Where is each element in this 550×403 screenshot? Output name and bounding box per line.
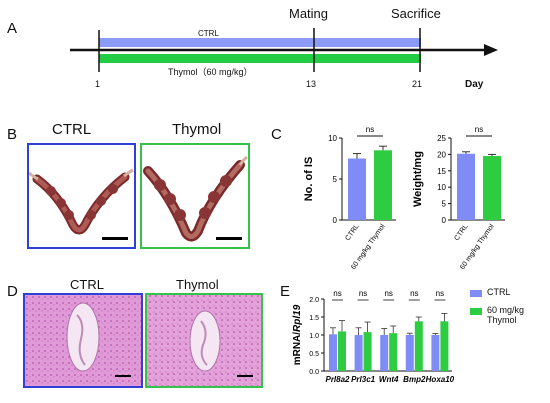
chart-e-bar (354, 335, 363, 371)
chart-c2-bar (457, 153, 475, 220)
chart-c2-significance-label: ns (475, 125, 483, 134)
chart-e-significance-label: ns (410, 289, 418, 298)
chart-e-significance-label: ns (333, 289, 341, 298)
chart-e-significance-label: ns (384, 289, 392, 298)
panel-d-ctrl-title: CTRL (70, 277, 104, 292)
thymol-uterus-photo (140, 143, 250, 249)
thymol-histology-image (145, 293, 263, 388)
chart-e-y-tick-label: 2.0 (309, 297, 319, 304)
chart-c1-y-label: No. of IS (303, 157, 315, 202)
thymol-treatment-bar (99, 54, 421, 63)
uterus-image (29, 168, 134, 240)
panel-d-thymol-title: Thymol (176, 277, 219, 292)
chart-c1-category-label: CTRL (344, 223, 360, 242)
chart-c2-bar (483, 156, 501, 220)
chart-e-y-tick-label: 0.0 (309, 369, 319, 376)
chart-e-mrna: 0.0 0.5 1.0 1.5 2.0 mRNA/Rpl19 ns Prl8a2 ns Prl3c… (292, 289, 455, 384)
tick-day-1: 1 (95, 79, 101, 89)
chart-c2-y-tick-label: 0 (442, 216, 447, 225)
chart-e-bar (405, 335, 414, 371)
legend-thymol-label: 60 mg/kg Thymol (487, 305, 525, 325)
chart-e-category-label: Bmp2 (403, 375, 426, 384)
chart-e-category-label: Prl3c1 (351, 375, 376, 384)
ctrl-bar-label: CTRL (198, 29, 219, 38)
chart-e-bar (338, 331, 346, 371)
panel-b-thymol-title: Thymol (172, 121, 222, 138)
panel-b-label: B (7, 126, 18, 143)
histology-section (147, 295, 261, 386)
chart-c1-bar (374, 150, 392, 220)
panel-a-label: A (7, 20, 18, 37)
chart-c1-y-tick-label: 10 (328, 134, 337, 143)
axis-unit-day: Day (465, 79, 484, 90)
chart-e-y-tick-label: 1.0 (309, 333, 319, 340)
chart-c2-y-label: Weight/mg (412, 151, 424, 207)
ctrl-treatment-bar (99, 38, 421, 47)
tick-day-21: 21 (412, 79, 423, 89)
chart-e-category-label: Prl8a2 (325, 375, 350, 384)
chart-e-bar (414, 321, 423, 371)
uterus-image (143, 155, 248, 242)
chart-e-bar (389, 333, 398, 371)
chart-e-bar (380, 335, 389, 371)
chart-c1-bar (348, 158, 366, 220)
panel-b-ctrl-title: CTRL (52, 121, 92, 138)
panel-c-label: C (271, 126, 282, 143)
histology-section (25, 295, 141, 386)
ctrl-histology-image (23, 293, 143, 388)
chart-c1-y-tick-label: 0 (333, 216, 338, 225)
chart-e-significance-label: ns (359, 289, 367, 298)
chart-e-y-tick-label: 1.5 (309, 315, 319, 322)
chart-e-category-label: Wnt4 (379, 375, 399, 384)
chart-e-significance-label: ns (436, 289, 444, 298)
chart-c2-y-tick-label: 20 (437, 150, 446, 159)
chart-e-bar (329, 334, 337, 371)
timeline-diagram (70, 28, 498, 72)
thymol-bar-label: Thymol（60 mg/kg） (168, 67, 253, 77)
chart-c2-y-tick-label: 5 (442, 200, 447, 209)
chart-c1-y-tick-label: 5 (333, 175, 338, 184)
legend-ctrl-swatch (470, 290, 482, 297)
chart-e-bar (431, 335, 440, 371)
chart-c2-category-label: CTRL (453, 223, 469, 242)
mating-label: Mating (289, 6, 329, 21)
chart-c2-y-tick-label: 15 (437, 167, 446, 176)
chart-e-bar (363, 332, 372, 371)
chart-e-y-tick-label: 0.5 (309, 351, 319, 358)
sacrifice-label: Sacrifice (391, 6, 441, 21)
chart-e-bar (440, 321, 449, 371)
panel-d-label: D (7, 283, 18, 300)
chart-c2-y-tick-label: 10 (437, 183, 446, 192)
panel-e-label: E (280, 283, 291, 300)
ctrl-uterus-photo (27, 143, 136, 249)
chart-c1-significance-label: ns (366, 125, 374, 134)
chart-c2-y-tick-label: 25 (437, 134, 446, 143)
timeline-arrowhead (484, 44, 498, 56)
legend-ctrl-label: CTRL (487, 287, 511, 297)
chart-e-category-label: Hoxa10 (426, 375, 455, 384)
tick-day-13: 13 (306, 79, 317, 89)
legend-thymol-swatch (470, 308, 482, 315)
chart-e-y-label: mRNA/Rpl19 (292, 304, 303, 365)
